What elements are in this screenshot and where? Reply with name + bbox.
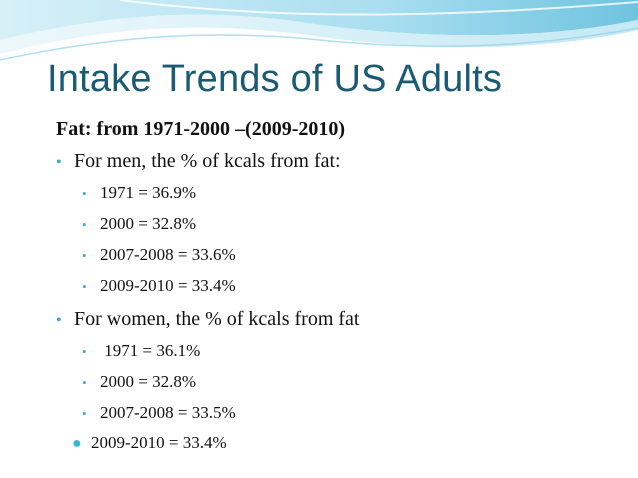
list-item: • 2007-2008 = 33.6% (82, 245, 236, 264)
bullet-dot-icon: • (82, 375, 87, 390)
list-item: • 2000 = 32.8% (82, 214, 196, 233)
bullet-dot-icon: • (56, 154, 62, 171)
list-item: ● 2009-2010 = 33.4% (72, 433, 227, 452)
list-item: • 1971 = 36.9% (82, 183, 196, 202)
bullet-dot-icon: • (82, 248, 87, 263)
bullet-men: • For men, the % of kcals from fat: (56, 150, 341, 173)
list-item: • 2000 = 32.8% (82, 372, 196, 391)
bullet-dot-icon: • (82, 344, 87, 359)
bullet-dot-icon: • (82, 217, 87, 232)
slide-subtitle: Fat: from 1971-2000 –(2009-2010) (56, 118, 346, 140)
list-item: • 1971 = 36.1% (82, 341, 201, 360)
header-wave-decoration (0, 0, 638, 61)
bullet-women-label: For women, the % of kcals from fat (74, 308, 360, 330)
list-item: • 2009-2010 = 33.4% (82, 276, 236, 295)
bullet-dot-icon: ● (72, 435, 82, 452)
bullet-dot-icon: • (56, 312, 62, 329)
list-item: • 2007-2008 = 33.5% (82, 403, 236, 422)
bullet-dot-icon: • (82, 186, 87, 201)
bullet-women: • For women, the % of kcals from fat (56, 308, 359, 331)
bullet-men-label: For men, the % of kcals from fat: (74, 150, 341, 172)
bullet-dot-icon: • (82, 279, 87, 294)
bullet-dot-icon: • (82, 406, 87, 421)
slide-title: Intake Trends of US Adults (47, 58, 503, 100)
